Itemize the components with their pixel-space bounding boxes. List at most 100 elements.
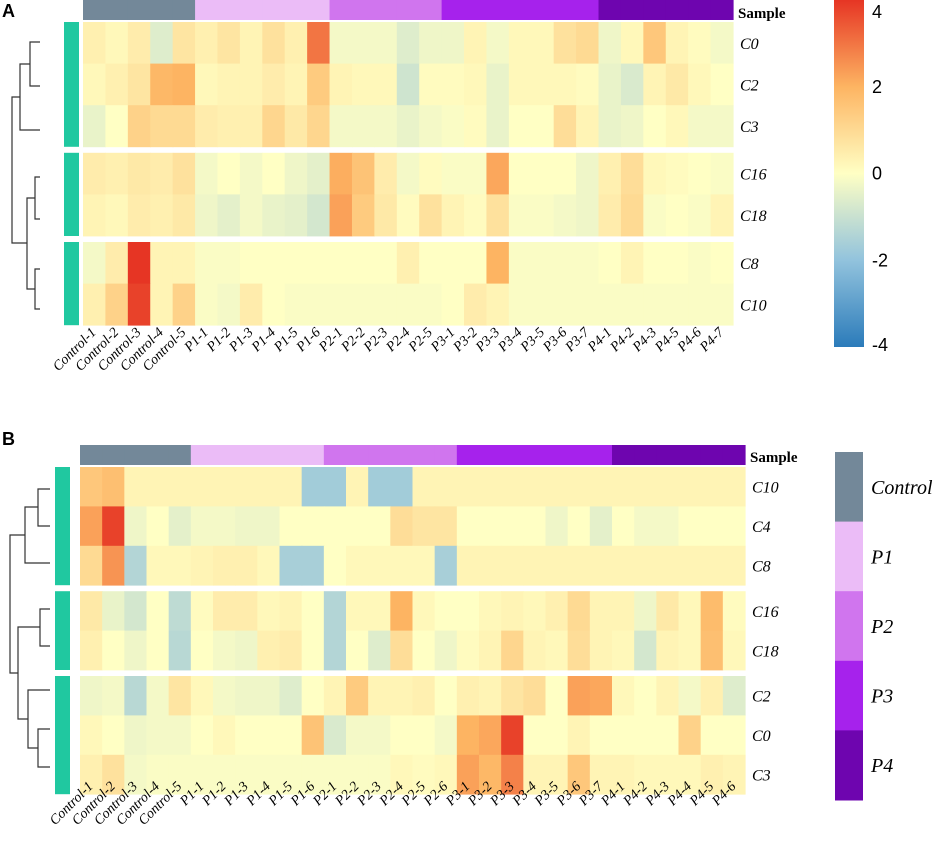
- panel-b-cell-C2-P2-1: [323, 676, 347, 716]
- panel-a-annotation-P2-5: [419, 0, 443, 20]
- panel-b-cell-C4-P3-1: [456, 506, 480, 547]
- panel-b-cell-C16-P2-3: [368, 591, 391, 631]
- panel-a-annotation-P1-3: [239, 0, 263, 20]
- panel-b-cell-C0-P4-4: [678, 715, 702, 756]
- panel-b-cell-C2-Control-4: [146, 676, 170, 716]
- panel-b-cell-C0-Control-1: [80, 715, 103, 756]
- panel-a-cell-C8-P3-2: [464, 242, 488, 284]
- panel-b-cell-C8-P3-7: [589, 545, 613, 586]
- panel-b-row-cluster-3: [55, 676, 70, 795]
- panel-a-cell-C0-P4-5: [665, 22, 689, 64]
- panel-b-cell-C3-P3-4: [523, 754, 547, 795]
- panel-a-cell-C2-Control-1: [83, 63, 107, 106]
- panel-a-cell-C2-P3-4: [508, 63, 532, 106]
- panel-b-cell-C8-Control-5: [168, 545, 192, 586]
- panel-b-cell-C0-P1-2: [213, 715, 236, 756]
- panel-b-cell-C0-P1-1: [190, 715, 214, 756]
- panel-a-annotation-P4-2: [620, 0, 644, 20]
- dendro-a-root: [11, 96, 27, 244]
- panel-a-cell-C10-P4-7: [710, 283, 734, 326]
- group-legend-label: P4: [870, 755, 893, 777]
- panel-a-cell-C16-P4-5: [665, 152, 689, 195]
- panel-b-cell-C0-P4-3: [656, 715, 680, 756]
- panel-a-cell-C18-P3-5: [531, 194, 555, 237]
- panel-a-cell-C18-P4-7: [710, 194, 734, 237]
- panel-b-annotation-P4-2: [634, 445, 657, 465]
- panel-b-annotation-P4-4: [678, 445, 702, 465]
- panel-a-row-label: C2: [740, 77, 759, 94]
- panel-a-cell-C16-Control-4: [150, 152, 174, 195]
- panel-a-cell-C8-P4-3: [643, 242, 667, 284]
- panel-b-cell-C0-P4-1: [612, 715, 635, 756]
- panel-a-cell-C16-P2-3: [374, 152, 398, 195]
- panel-b-cell-C8-P4-6: [722, 545, 746, 586]
- panel-a-cell-C2-P1-3: [239, 63, 263, 106]
- panel-b-cell-C18-Control-3: [124, 630, 148, 671]
- panel-b-cell-C10-P1-3: [235, 467, 258, 507]
- color-scale-ticks: 4 2 0 -2 -4: [872, 2, 888, 355]
- panel-b-cell-C16-P2-2: [346, 591, 369, 631]
- panel-b-cell-C16-P2-5: [412, 591, 436, 631]
- panel-a-cell-C10-Control-1: [83, 283, 107, 326]
- dendro-b-c16-c18: [39, 608, 50, 647]
- color-scale-legend: 4 2 0 -2 -4: [834, 0, 888, 355]
- panel-b-annotation-P4-6: [722, 445, 746, 465]
- panel-a-cell-C2-P1-5: [284, 63, 308, 106]
- panel-a-cell-C0-P3-3: [486, 22, 510, 64]
- panel-b-cell-C3-P3-1: [456, 754, 480, 795]
- panel-a-cell-C8-P1-2: [217, 242, 241, 284]
- panel-b-cell-C2-P2-6: [434, 676, 458, 716]
- panel-b-heatmap-cells: [80, 467, 746, 795]
- panel-b-cell-C0-P4-5: [700, 715, 724, 756]
- panel-a-cell-C8-P1-6: [307, 242, 331, 284]
- color-scale-tick-label: -4: [872, 335, 888, 355]
- panel-a-heatmap-cells: [83, 22, 734, 326]
- panel-b-cell-C18-P1-5: [279, 630, 303, 671]
- panel-b-cell-C8-P4-1: [612, 545, 635, 586]
- group-legend-swatch-P2: [835, 591, 863, 662]
- panel-a-cell-C0-P4-2: [620, 22, 644, 64]
- panel-a-cell-C10-P2-5: [419, 283, 443, 326]
- panel-b-cell-C8-P1-6: [301, 545, 325, 586]
- panel-b-cell-C10-P3-6: [567, 467, 591, 507]
- panel-b-row-dendrogram: [9, 488, 50, 768]
- panel-a-row-cluster-3: [64, 242, 79, 326]
- panel-a-cell-C10-P2-2: [351, 283, 375, 326]
- panel-a-cell-C2-P4-2: [620, 63, 644, 106]
- panel-b-cell-C18-Control-5: [168, 630, 192, 671]
- panel-a-cell-C3-Control-5: [172, 105, 196, 148]
- panel-b-cell-C0-P2-2: [346, 715, 369, 756]
- panel-b-cell-C4-P4-6: [722, 506, 746, 547]
- panel-b-cell-C0-P1-6: [301, 715, 325, 756]
- panel-a-cell-C0-P1-4: [262, 22, 286, 64]
- panel-a-cell-C8-Control-5: [172, 242, 196, 284]
- panel-b-annotation-P3-4: [523, 445, 547, 465]
- panel-b-row-label: C3: [752, 768, 771, 785]
- panel-b-cell-C8-Control-1: [80, 545, 103, 586]
- panel-b-cell-C8-P4-2: [634, 545, 657, 586]
- panel-a-cell-C3-P4-7: [710, 105, 734, 148]
- panel-b-cell-C10-P2-1: [323, 467, 347, 507]
- panel-b-cell-C4-P2-5: [412, 506, 436, 547]
- panel-a-cell-C0-P1-3: [239, 22, 263, 64]
- panel-b: B Sample C10 C4 C8 C16 C18 C2 C0 C3 Control-1Co…: [2, 429, 798, 829]
- panel-b-cell-C16-P1-5: [279, 591, 303, 631]
- panel-b-cell-C18-P4-1: [612, 630, 635, 671]
- panel-a-cell-C16-P3-7: [576, 152, 600, 195]
- panel-b-cell-C8-Control-2: [102, 545, 125, 586]
- panel-a-cell-C18-P2-1: [329, 194, 353, 237]
- panel-b-cell-C3-P3-5: [545, 754, 569, 795]
- panel-b-annotation-title: Sample: [750, 450, 798, 466]
- panel-b-cell-C4-P4-3: [656, 506, 680, 547]
- panel-a-label: A: [2, 1, 15, 21]
- panel-a-cell-C0-P4-6: [688, 22, 712, 64]
- panel-a-cell-C8-P3-7: [576, 242, 600, 284]
- panel-a-annotation-P2-3: [374, 0, 398, 20]
- panel-a-cell-C16-Control-5: [172, 152, 196, 195]
- panel-b-cell-C2-P1-4: [257, 676, 281, 716]
- panel-a-cell-C0-P3-2: [464, 22, 488, 64]
- panel-b-row-label: C18: [752, 643, 779, 660]
- panel-a-cell-C10-P4-2: [620, 283, 644, 326]
- panel-b-group-annotation: [80, 445, 746, 465]
- panel-b-cell-C0-P1-3: [235, 715, 258, 756]
